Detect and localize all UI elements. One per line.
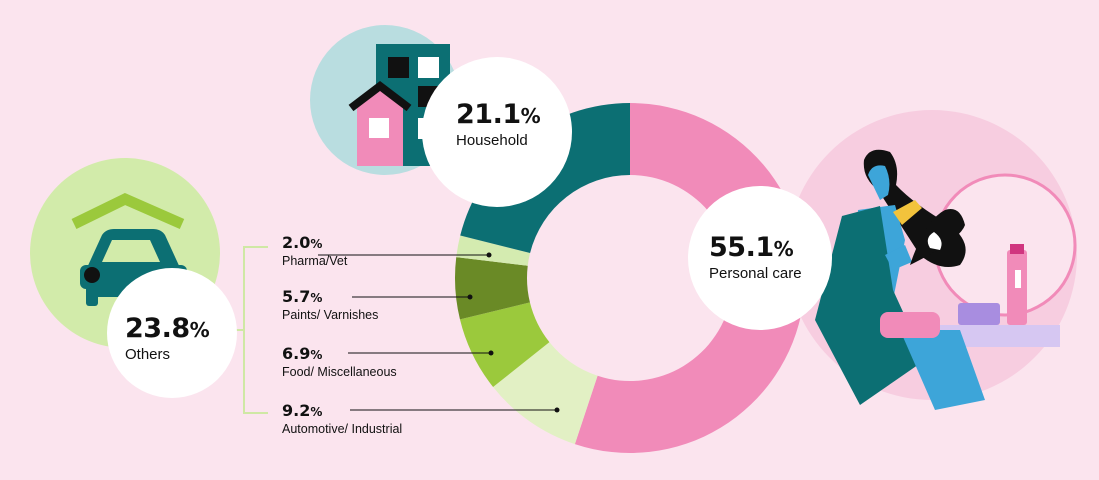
others-label-circle: [107, 268, 237, 398]
donut-segment-paints-varnishes: [455, 257, 530, 320]
donut-segment-automotive-industrial: [493, 342, 598, 445]
food-label: 6.9% Food/ Miscellaneous: [282, 344, 397, 379]
pharma-value: 2.0: [282, 233, 311, 252]
household-label-circle: [422, 57, 572, 207]
others-category: Others: [125, 346, 171, 363]
donut-segment-pharma-vet: [456, 235, 531, 266]
donut-segment-food-miscellaneous: [459, 302, 550, 387]
automotive-label: 9.2% Automotive/ Industrial: [282, 401, 402, 436]
automotive-value: 9.2: [282, 401, 311, 420]
personal-care-value: 55.1: [709, 232, 774, 263]
personal-care-label-circle: [688, 186, 832, 330]
personal-care-unit: %: [773, 237, 794, 261]
pharma-unit: %: [310, 237, 323, 251]
paints-label: 5.7% Paints/ Varnishes: [282, 287, 378, 322]
personal-care-category: Personal care: [709, 265, 802, 282]
household-label: 21.1% Household: [456, 99, 541, 149]
household-value: 21.1: [456, 99, 521, 130]
pharma-label: 2.0% Pharma/Vet: [282, 233, 347, 268]
others-value: 23.8: [125, 313, 190, 344]
others-unit: %: [189, 318, 210, 342]
car-garage-icon: [30, 158, 220, 348]
food-unit: %: [310, 348, 323, 362]
household-category: Household: [456, 132, 528, 149]
woman-hairbrush-icon: [787, 110, 1077, 410]
household-unit: %: [520, 104, 541, 128]
automotive-unit: %: [310, 405, 323, 419]
paints-value: 5.7: [282, 287, 311, 306]
automotive-category: Automotive/ Industrial: [282, 422, 403, 436]
pharma-category: Pharma/Vet: [282, 254, 348, 268]
leader-lines: [318, 252, 560, 413]
personal-care-label: 55.1% Personal care: [709, 232, 802, 282]
paints-category: Paints/ Varnishes: [282, 308, 379, 322]
food-category: Food/ Miscellaneous: [282, 365, 397, 379]
food-value: 6.9: [282, 344, 311, 363]
others-label: 23.8% Others: [125, 313, 210, 363]
paints-unit: %: [310, 291, 323, 305]
